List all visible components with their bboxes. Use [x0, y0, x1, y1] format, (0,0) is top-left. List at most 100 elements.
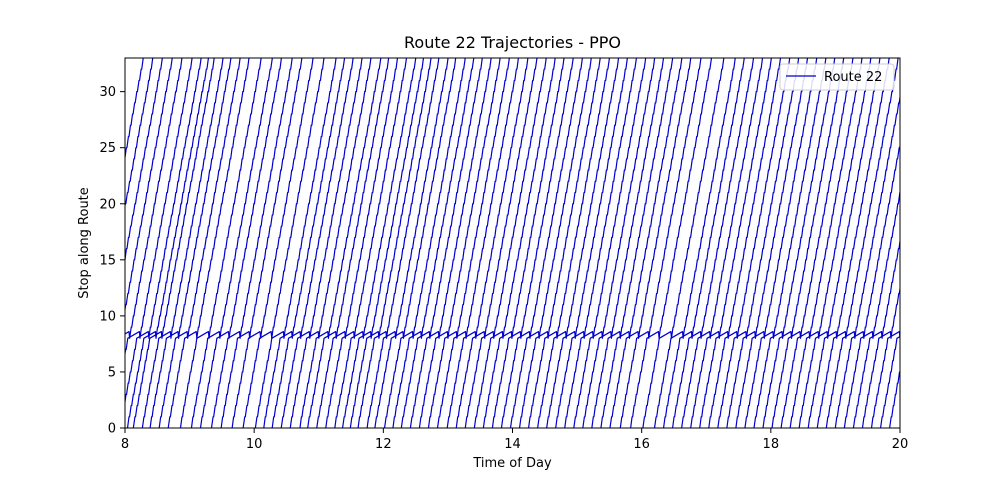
trip-trajectory-line — [383, 58, 466, 428]
trip-trajectory-line — [400, 58, 483, 428]
trip-trajectory-line — [681, 58, 764, 428]
y-tick-label: 10 — [99, 309, 116, 324]
trip-trajectory-line — [125, 58, 183, 339]
trip-trajectory-line — [600, 58, 683, 428]
trip-trajectory-line — [789, 58, 872, 428]
trip-trajectory-line — [190, 58, 273, 428]
trip-trajectory-line — [653, 58, 736, 428]
trip-trajectory-line — [861, 284, 900, 428]
trip-trajectory-line — [491, 58, 574, 428]
trip-trajectory-line — [482, 58, 565, 428]
trip-trajectory-line — [473, 58, 556, 428]
trip-trajectory-line — [357, 58, 440, 428]
y-tick-label: 0 — [108, 422, 116, 437]
trip-trajectory-line — [158, 58, 241, 428]
trip-trajectory-line — [591, 58, 674, 428]
trip-trajectory-line — [870, 330, 900, 428]
trip-trajectory-line — [126, 58, 210, 428]
trip-trajectory-line — [780, 58, 863, 428]
x-tick-label: 10 — [246, 437, 263, 452]
trip-trajectory-line — [825, 92, 900, 428]
trip-trajectory-line — [807, 58, 890, 428]
trip-trajectory-line — [179, 58, 262, 428]
trip-trajectory-line — [220, 58, 303, 428]
trip-trajectory-line — [500, 58, 583, 428]
trip-trajectory-line — [446, 58, 529, 428]
trip-trajectory-line — [299, 58, 382, 428]
trip-trajectory-line — [518, 58, 601, 428]
trip-trajectory-line — [349, 58, 432, 428]
x-tick-label: 12 — [375, 437, 392, 452]
y-tick-label: 25 — [99, 141, 116, 156]
trip-trajectory-line — [392, 58, 475, 428]
trajectory-series — [125, 58, 900, 428]
trip-trajectory-line — [307, 58, 390, 428]
trip-trajectory-line — [662, 58, 745, 428]
trip-trajectory-line — [630, 58, 713, 428]
trip-trajectory-line — [753, 58, 836, 428]
trip-trajectory-line — [546, 58, 628, 428]
trip-trajectory-line — [149, 58, 232, 428]
legend: Route 22 — [779, 63, 895, 91]
trip-trajectory-line — [418, 58, 501, 428]
trip-trajectory-line — [125, 58, 163, 261]
trip-trajectory-line — [316, 58, 399, 428]
trip-trajectory-line — [527, 58, 611, 428]
trip-trajectory-line — [771, 58, 854, 428]
trip-trajectory-line — [280, 58, 363, 428]
trip-trajectory-line — [199, 58, 282, 428]
trip-trajectory-line — [325, 58, 408, 428]
trip-trajectory-line — [798, 58, 881, 428]
trip-trajectory-line — [271, 58, 354, 428]
trip-trajectory-line — [699, 58, 782, 428]
y-axis-label: Stop along Route — [77, 187, 92, 299]
y-tick-label: 30 — [99, 85, 116, 100]
trip-trajectory-line — [125, 58, 173, 314]
trip-trajectory-line — [341, 58, 425, 428]
trip-trajectory-line — [242, 58, 325, 428]
x-axis: 8 10 12 14 16 18 20 — [121, 428, 908, 452]
trip-trajectory-line — [455, 58, 538, 428]
trip-trajectory-line — [555, 58, 638, 428]
trip-trajectory-line — [762, 58, 845, 428]
y-tick-label: 15 — [99, 253, 116, 268]
trip-trajectory-line — [816, 58, 899, 428]
chart-title: Route 22 Trajectories - PPO — [404, 33, 621, 52]
trip-trajectory-line — [879, 335, 900, 428]
trip-trajectory-line — [573, 58, 656, 428]
trip-trajectory-line — [289, 58, 372, 428]
trip-trajectory-line — [609, 58, 692, 428]
plot-area — [125, 58, 900, 428]
legend-box — [779, 63, 895, 91]
trip-trajectory-line — [726, 58, 809, 428]
y-tick-label: 5 — [108, 365, 116, 380]
trip-trajectory-line — [409, 58, 492, 428]
trip-trajectory-line — [717, 58, 800, 428]
trip-trajectory-line — [125, 58, 154, 210]
trip-trajectory-line — [690, 58, 772, 428]
trip-trajectory-line — [210, 58, 293, 428]
y-tick-label: 20 — [99, 197, 116, 212]
trip-trajectory-line — [642, 58, 725, 428]
trip-trajectory-line — [125, 58, 202, 406]
trip-trajectory-line — [464, 58, 547, 428]
trip-trajectory-line — [366, 58, 449, 428]
trip-trajectory-line — [708, 58, 791, 428]
trip-trajectory-line — [619, 58, 702, 428]
trip-trajectory-line — [852, 237, 900, 428]
trip-trajectory-line — [672, 58, 755, 428]
x-tick-label: 20 — [892, 437, 909, 452]
trip-trajectory-line — [374, 58, 457, 428]
trip-trajectory-line — [436, 58, 519, 428]
trip-trajectory-line — [132, 58, 215, 428]
trip-trajectory-line — [735, 58, 818, 428]
x-tick-label: 8 — [121, 437, 129, 452]
trip-trajectory-line — [141, 58, 224, 428]
trip-trajectory-line — [263, 58, 346, 428]
trip-trajectory-line — [125, 58, 144, 160]
trip-trajectory-line — [509, 58, 592, 428]
x-axis-label: Time of Day — [472, 456, 552, 471]
trip-trajectory-line — [744, 58, 827, 428]
trip-trajectory-line — [254, 58, 337, 428]
